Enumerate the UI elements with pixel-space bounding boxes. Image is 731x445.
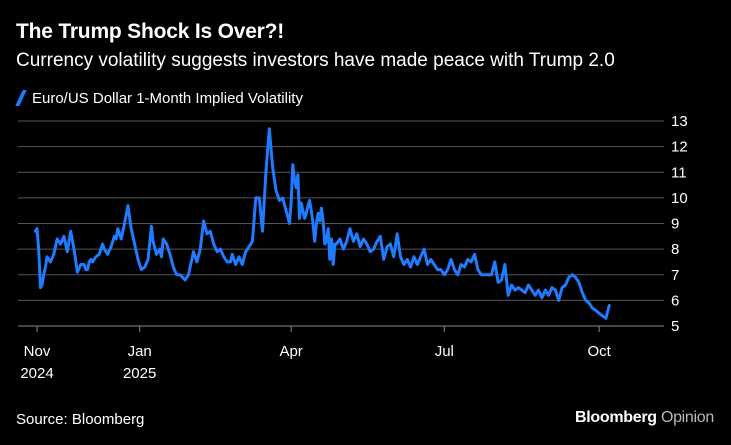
y-tick-label: 6 [671,292,679,309]
legend: Euro/US Dollar 1-Month Implied Volatilit… [15,88,303,108]
legend-label: Euro/US Dollar 1-Month Implied Volatilit… [32,89,303,107]
y-tick-label: 12 [671,139,688,156]
y-axis-ticks: 5 6 7 8 9 10 11 12 13 [671,113,688,335]
source-note: Source: Bloomberg [16,411,145,428]
chart-subtitle: Currency volatility suggests investors h… [16,50,615,71]
x-tick-year-label: 2025 [123,365,156,382]
x-tick-year-label: 2024 [20,365,53,382]
x-axis-ticks: Nov 2024 Jan 2025 Apr Jul Oct [20,326,612,382]
y-tick-label: 10 [671,190,688,207]
x-tick-label: Jan [128,343,152,360]
y-tick-label: 9 [671,216,679,233]
x-tick-label: Nov [24,343,51,360]
grid-lines [18,120,664,327]
y-tick-label: 13 [671,113,688,130]
y-tick-label: 5 [671,318,679,335]
series-layer [33,127,611,320]
x-tick-label: Oct [587,343,611,360]
brand-main: Bloomberg [575,409,657,426]
y-tick-label: 8 [671,241,679,258]
brand-sub: Opinion [660,409,714,426]
y-tick-label: 7 [671,267,679,284]
y-tick-label: 11 [671,164,687,181]
brand-logo: Bloomberg Opinion [575,409,714,427]
chart-title: The Trump Shock Is Over?! [16,20,285,43]
x-tick-label: Apr [279,343,302,360]
series-line-eurusd-1m-vol [33,127,611,320]
x-tick-label: Jul [435,343,454,360]
